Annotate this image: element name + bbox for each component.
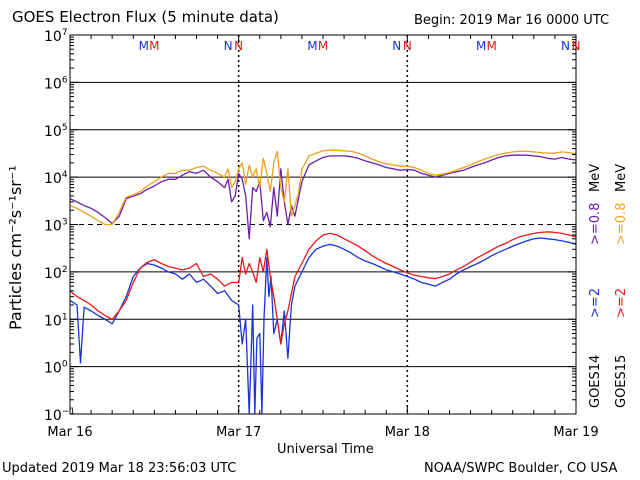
gridlines — [70, 81, 576, 368]
y-tick-label: 100 — [44, 360, 68, 377]
mn-marker: N — [572, 39, 581, 53]
x-tick-label: Mar 17 — [216, 425, 261, 440]
legend-unit-2: MeV — [614, 163, 629, 192]
legend-goes14-high: >=0.8 — [588, 202, 603, 245]
series-line — [69, 237, 577, 415]
y-tick-label: 104 — [44, 170, 68, 187]
mn-marker: M — [318, 39, 328, 53]
chart-title: GOES Electron Flux (5 minute data) — [12, 8, 279, 26]
y-tick-labels: 107 106 105 104 103 102 101 100 10−1 — [44, 28, 75, 424]
series-line — [69, 231, 577, 345]
x-axis-label: Universal Time — [277, 442, 374, 457]
y-tick-label: 106 — [44, 75, 68, 92]
mn-marker: N — [224, 39, 233, 53]
x-tick-label: Mar 19 — [553, 425, 598, 440]
axis-ticks — [69, 34, 577, 415]
x-tick-label: Mar 16 — [47, 425, 92, 440]
x-tick-label: Mar 18 — [385, 425, 430, 440]
legend-goes14-label: GOES14 — [588, 354, 603, 408]
mn-marker: M — [149, 39, 159, 53]
mn-marker: N — [403, 39, 412, 53]
y-tick-label: 102 — [44, 265, 68, 282]
mn-marker: M — [139, 39, 149, 53]
mn-marker: N — [234, 39, 243, 53]
legend-goes15-low: >=2 — [614, 287, 629, 318]
series-lines — [69, 149, 577, 415]
day-separators — [237, 35, 409, 414]
series-line — [69, 154, 577, 240]
legend-goes15-label: GOES15 — [614, 354, 629, 408]
y-tick-label: 107 — [44, 28, 68, 45]
y-tick-label: 10−1 — [44, 407, 75, 424]
mn-marker: M — [486, 39, 496, 53]
series-line — [69, 149, 577, 226]
updated-timestamp: Updated 2019 Mar 18 23:56:03 UTC — [2, 461, 237, 476]
y-axis-label: Particles cm⁻²s⁻¹sr⁻¹ — [6, 165, 25, 330]
mn-marker: M — [476, 39, 486, 53]
x-tick-labels: Mar 16 Mar 17 Mar 18 Mar 19 — [47, 425, 598, 440]
y-tick-label: 101 — [44, 312, 68, 329]
mn-marker: N — [392, 39, 401, 53]
begin-time: Begin: 2019 Mar 16 0000 UTC — [414, 13, 610, 28]
mn-marker: N — [561, 39, 570, 53]
y-tick-label: 103 — [44, 218, 68, 235]
mn-marker: M — [307, 39, 317, 53]
credit: NOAA/SWPC Boulder, CO USA — [424, 461, 618, 476]
legend-goes15-high: >=0.8 — [614, 202, 629, 245]
legend-goes14-low: >=2 — [588, 287, 603, 318]
legend-unit-1: MeV — [588, 163, 603, 192]
y-tick-label: 105 — [44, 123, 68, 140]
